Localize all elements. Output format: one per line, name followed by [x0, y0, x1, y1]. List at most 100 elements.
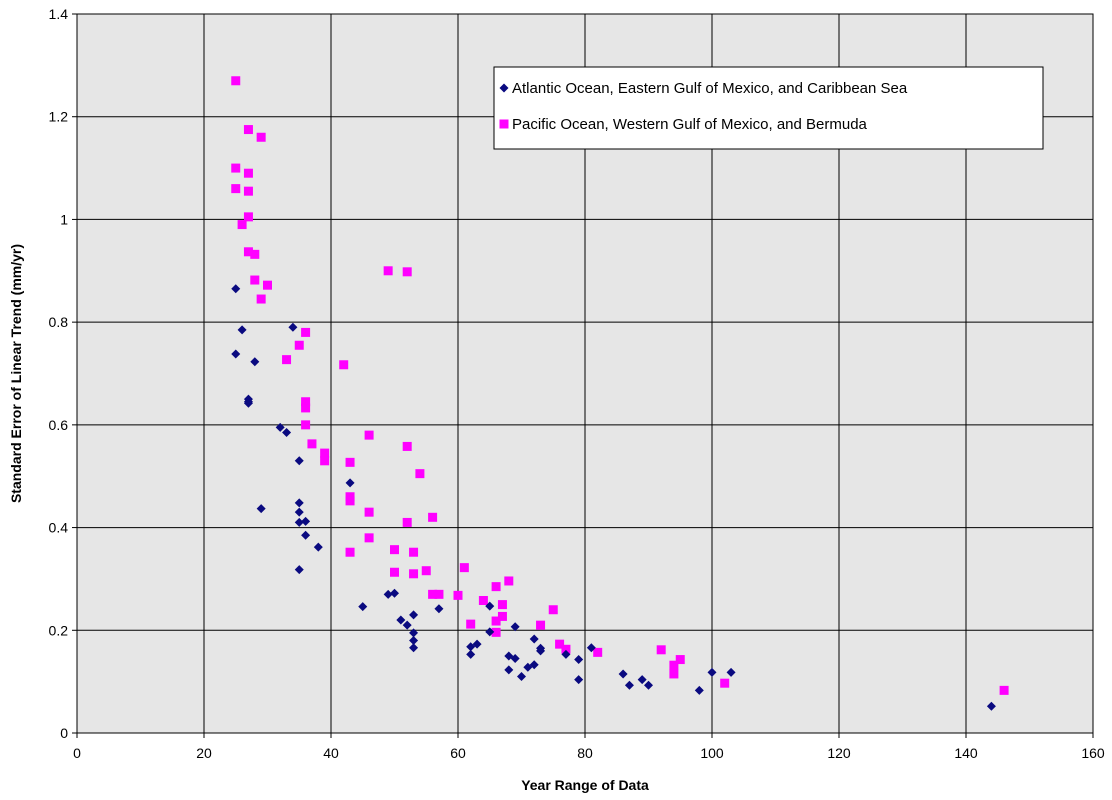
- data-point: [434, 589, 444, 599]
- data-point: [574, 655, 584, 665]
- data-point: [320, 448, 330, 458]
- data-point: [282, 355, 292, 365]
- legend-label-atlantic: Atlantic Ocean, Eastern Gulf of Mexico, …: [512, 80, 908, 97]
- y-tick-label: 1: [60, 211, 68, 227]
- data-point: [675, 655, 685, 665]
- y-axis-title: Standard Error of Linear Trend (mm/yr): [8, 244, 24, 503]
- data-point: [243, 247, 253, 257]
- data-point: [656, 645, 666, 655]
- data-point: [243, 125, 253, 135]
- series-pacific: [231, 76, 1009, 695]
- data-point: [294, 340, 304, 350]
- data-point: [313, 542, 323, 552]
- x-tick-label: 60: [450, 745, 466, 761]
- y-tick-label: 0.8: [49, 314, 69, 330]
- data-point: [294, 456, 304, 466]
- data-point: [555, 639, 565, 649]
- legend-marker-atlantic: [499, 83, 509, 93]
- data-point: [390, 567, 399, 577]
- data-point: [364, 507, 374, 517]
- data-point: [428, 512, 438, 522]
- data-point: [345, 457, 355, 467]
- data-point: [409, 547, 419, 557]
- data-points: [231, 76, 1009, 711]
- data-point: [726, 667, 736, 677]
- data-point: [301, 530, 311, 540]
- x-tick-label: 140: [954, 745, 978, 761]
- y-tick-label: 1.2: [49, 109, 69, 125]
- data-point: [409, 610, 419, 620]
- data-point: [707, 667, 717, 677]
- data-point: [358, 602, 368, 612]
- data-point: [409, 636, 419, 646]
- data-point: [561, 649, 571, 659]
- data-point: [231, 284, 241, 294]
- legend-label-pacific: Pacific Ocean, Western Gulf of Mexico, a…: [512, 116, 868, 133]
- data-point: [231, 184, 241, 194]
- data-point: [231, 76, 241, 86]
- data-point: [275, 422, 285, 432]
- data-point: [466, 649, 476, 659]
- data-point: [409, 643, 419, 653]
- x-tick-label: 20: [196, 745, 212, 761]
- data-point: [561, 644, 571, 654]
- data-point: [986, 701, 996, 711]
- data-point: [282, 428, 292, 438]
- data-point: [485, 601, 495, 611]
- data-point: [383, 266, 393, 276]
- data-point: [402, 267, 412, 277]
- data-point: [231, 163, 241, 173]
- data-point: [409, 628, 419, 638]
- data-point: [517, 672, 526, 682]
- y-tick-label: 0.2: [49, 622, 69, 638]
- data-point: [263, 280, 272, 290]
- data-point: [288, 322, 298, 332]
- data-point: [256, 504, 266, 514]
- data-point: [402, 517, 412, 527]
- data-point: [243, 168, 253, 178]
- data-point: [669, 660, 679, 670]
- data-point: [694, 685, 704, 695]
- data-point: [250, 357, 260, 367]
- data-point: [402, 441, 412, 451]
- data-point: [644, 680, 653, 690]
- data-point: [472, 639, 482, 649]
- data-point: [301, 420, 311, 430]
- x-tick-label: 40: [323, 745, 339, 761]
- data-point: [504, 665, 514, 675]
- legend-marker: [499, 83, 509, 93]
- data-point: [237, 325, 247, 335]
- legend-marker-pacific: [499, 119, 509, 129]
- x-tick-label: 100: [700, 745, 724, 761]
- data-point: [345, 496, 355, 506]
- data-point: [301, 403, 311, 413]
- data-point: [364, 533, 374, 543]
- x-tick-label: 120: [827, 745, 851, 761]
- data-point: [999, 685, 1009, 695]
- y-axis-ticks: 0 0.2 0.4 0.6 0.8 1 1.2 1.4: [49, 6, 77, 741]
- data-point: [294, 517, 304, 527]
- data-point: [415, 469, 425, 479]
- data-point: [434, 604, 444, 614]
- data-point: [497, 611, 507, 621]
- data-point: [301, 397, 311, 407]
- data-point: [624, 680, 634, 690]
- data-point: [294, 565, 304, 575]
- data-point: [250, 249, 260, 259]
- data-point: [307, 439, 317, 449]
- data-point: [459, 563, 469, 573]
- data-point: [256, 294, 266, 304]
- data-point: [345, 478, 355, 488]
- data-point: [497, 600, 507, 610]
- data-point: [301, 327, 311, 337]
- data-point: [536, 620, 546, 630]
- data-point: [720, 678, 730, 688]
- data-point: [586, 643, 596, 653]
- data-point: [491, 627, 501, 637]
- x-axis-title: Year Range of Data: [521, 777, 649, 793]
- data-point: [637, 675, 647, 685]
- data-point: [536, 646, 546, 656]
- data-point: [294, 507, 304, 517]
- data-point: [466, 619, 476, 629]
